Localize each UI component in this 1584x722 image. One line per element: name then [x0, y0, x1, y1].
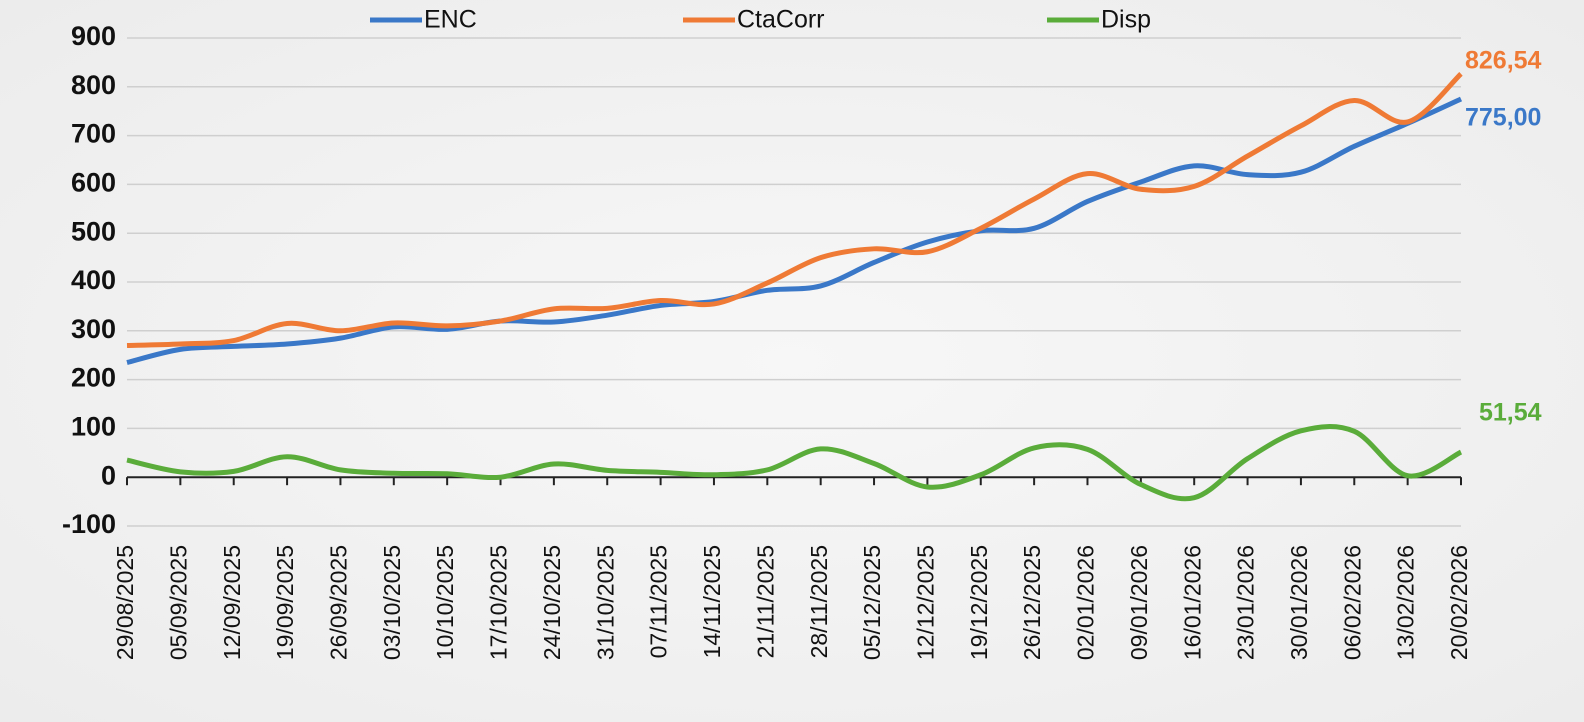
y-tick-label: 300	[71, 314, 116, 344]
x-tick-label: 05/12/2025	[859, 545, 885, 660]
x-tick-label: 16/01/2026	[1179, 545, 1205, 660]
x-tick-label: 02/01/2026	[1073, 545, 1099, 660]
series-line	[126, 424, 1463, 502]
legend-label: ENC	[424, 6, 477, 34]
y-tick-label: 200	[71, 363, 116, 393]
data-label: 826,54	[1465, 46, 1542, 74]
x-tick-label: 30/01/2026	[1286, 545, 1312, 660]
series-line	[126, 71, 1463, 348]
data-label: 51,54	[1479, 399, 1542, 427]
x-tick-label: 10/10/2025	[432, 545, 458, 660]
x-tick-label: 17/10/2025	[486, 545, 512, 660]
y-tick-label: 500	[71, 216, 116, 246]
x-tick-label: 26/09/2025	[326, 545, 352, 660]
y-tick-label: 100	[71, 412, 116, 442]
x-tick-label: 28/11/2025	[806, 545, 832, 658]
y-tick-label: -100	[62, 509, 116, 539]
x-tick-label: 31/10/2025	[592, 545, 618, 660]
y-tick-label: 600	[71, 168, 116, 198]
x-tick-label: 12/12/2025	[912, 545, 938, 660]
y-tick-label: 900	[71, 21, 116, 51]
x-tick-label: 14/11/2025	[699, 545, 725, 658]
series-line	[126, 96, 1463, 365]
y-tick-label: 700	[71, 119, 116, 149]
x-tick-label: 05/09/2025	[165, 545, 191, 660]
x-tick-label: 26/12/2025	[1019, 545, 1045, 660]
x-tick-label: 19/12/2025	[966, 545, 992, 660]
x-tick-label: 20/02/2026	[1446, 545, 1472, 660]
x-tick-label: 03/10/2025	[379, 545, 405, 660]
x-tick-label: 24/10/2025	[539, 545, 565, 660]
x-tick-label: 09/01/2026	[1126, 545, 1152, 660]
x-tick-label: 19/09/2025	[272, 545, 298, 660]
legend-label: CtaCorr	[737, 6, 825, 34]
y-tick-label: 0	[101, 460, 116, 490]
x-tick-label: 21/11/2025	[752, 545, 778, 658]
x-tick-label: 07/11/2025	[646, 545, 672, 658]
x-tick-label: 06/02/2026	[1339, 545, 1365, 660]
y-tick-label: 400	[71, 265, 116, 295]
y-tick-label: 800	[71, 70, 116, 100]
x-tick-label: 29/08/2025	[112, 545, 138, 660]
x-tick-label: 12/09/2025	[219, 545, 245, 660]
x-tick-label: 23/01/2026	[1233, 545, 1259, 660]
data-label: 775,00	[1465, 104, 1541, 132]
x-tick-label: 13/02/2026	[1393, 545, 1419, 660]
legend-label: Disp	[1101, 6, 1151, 34]
